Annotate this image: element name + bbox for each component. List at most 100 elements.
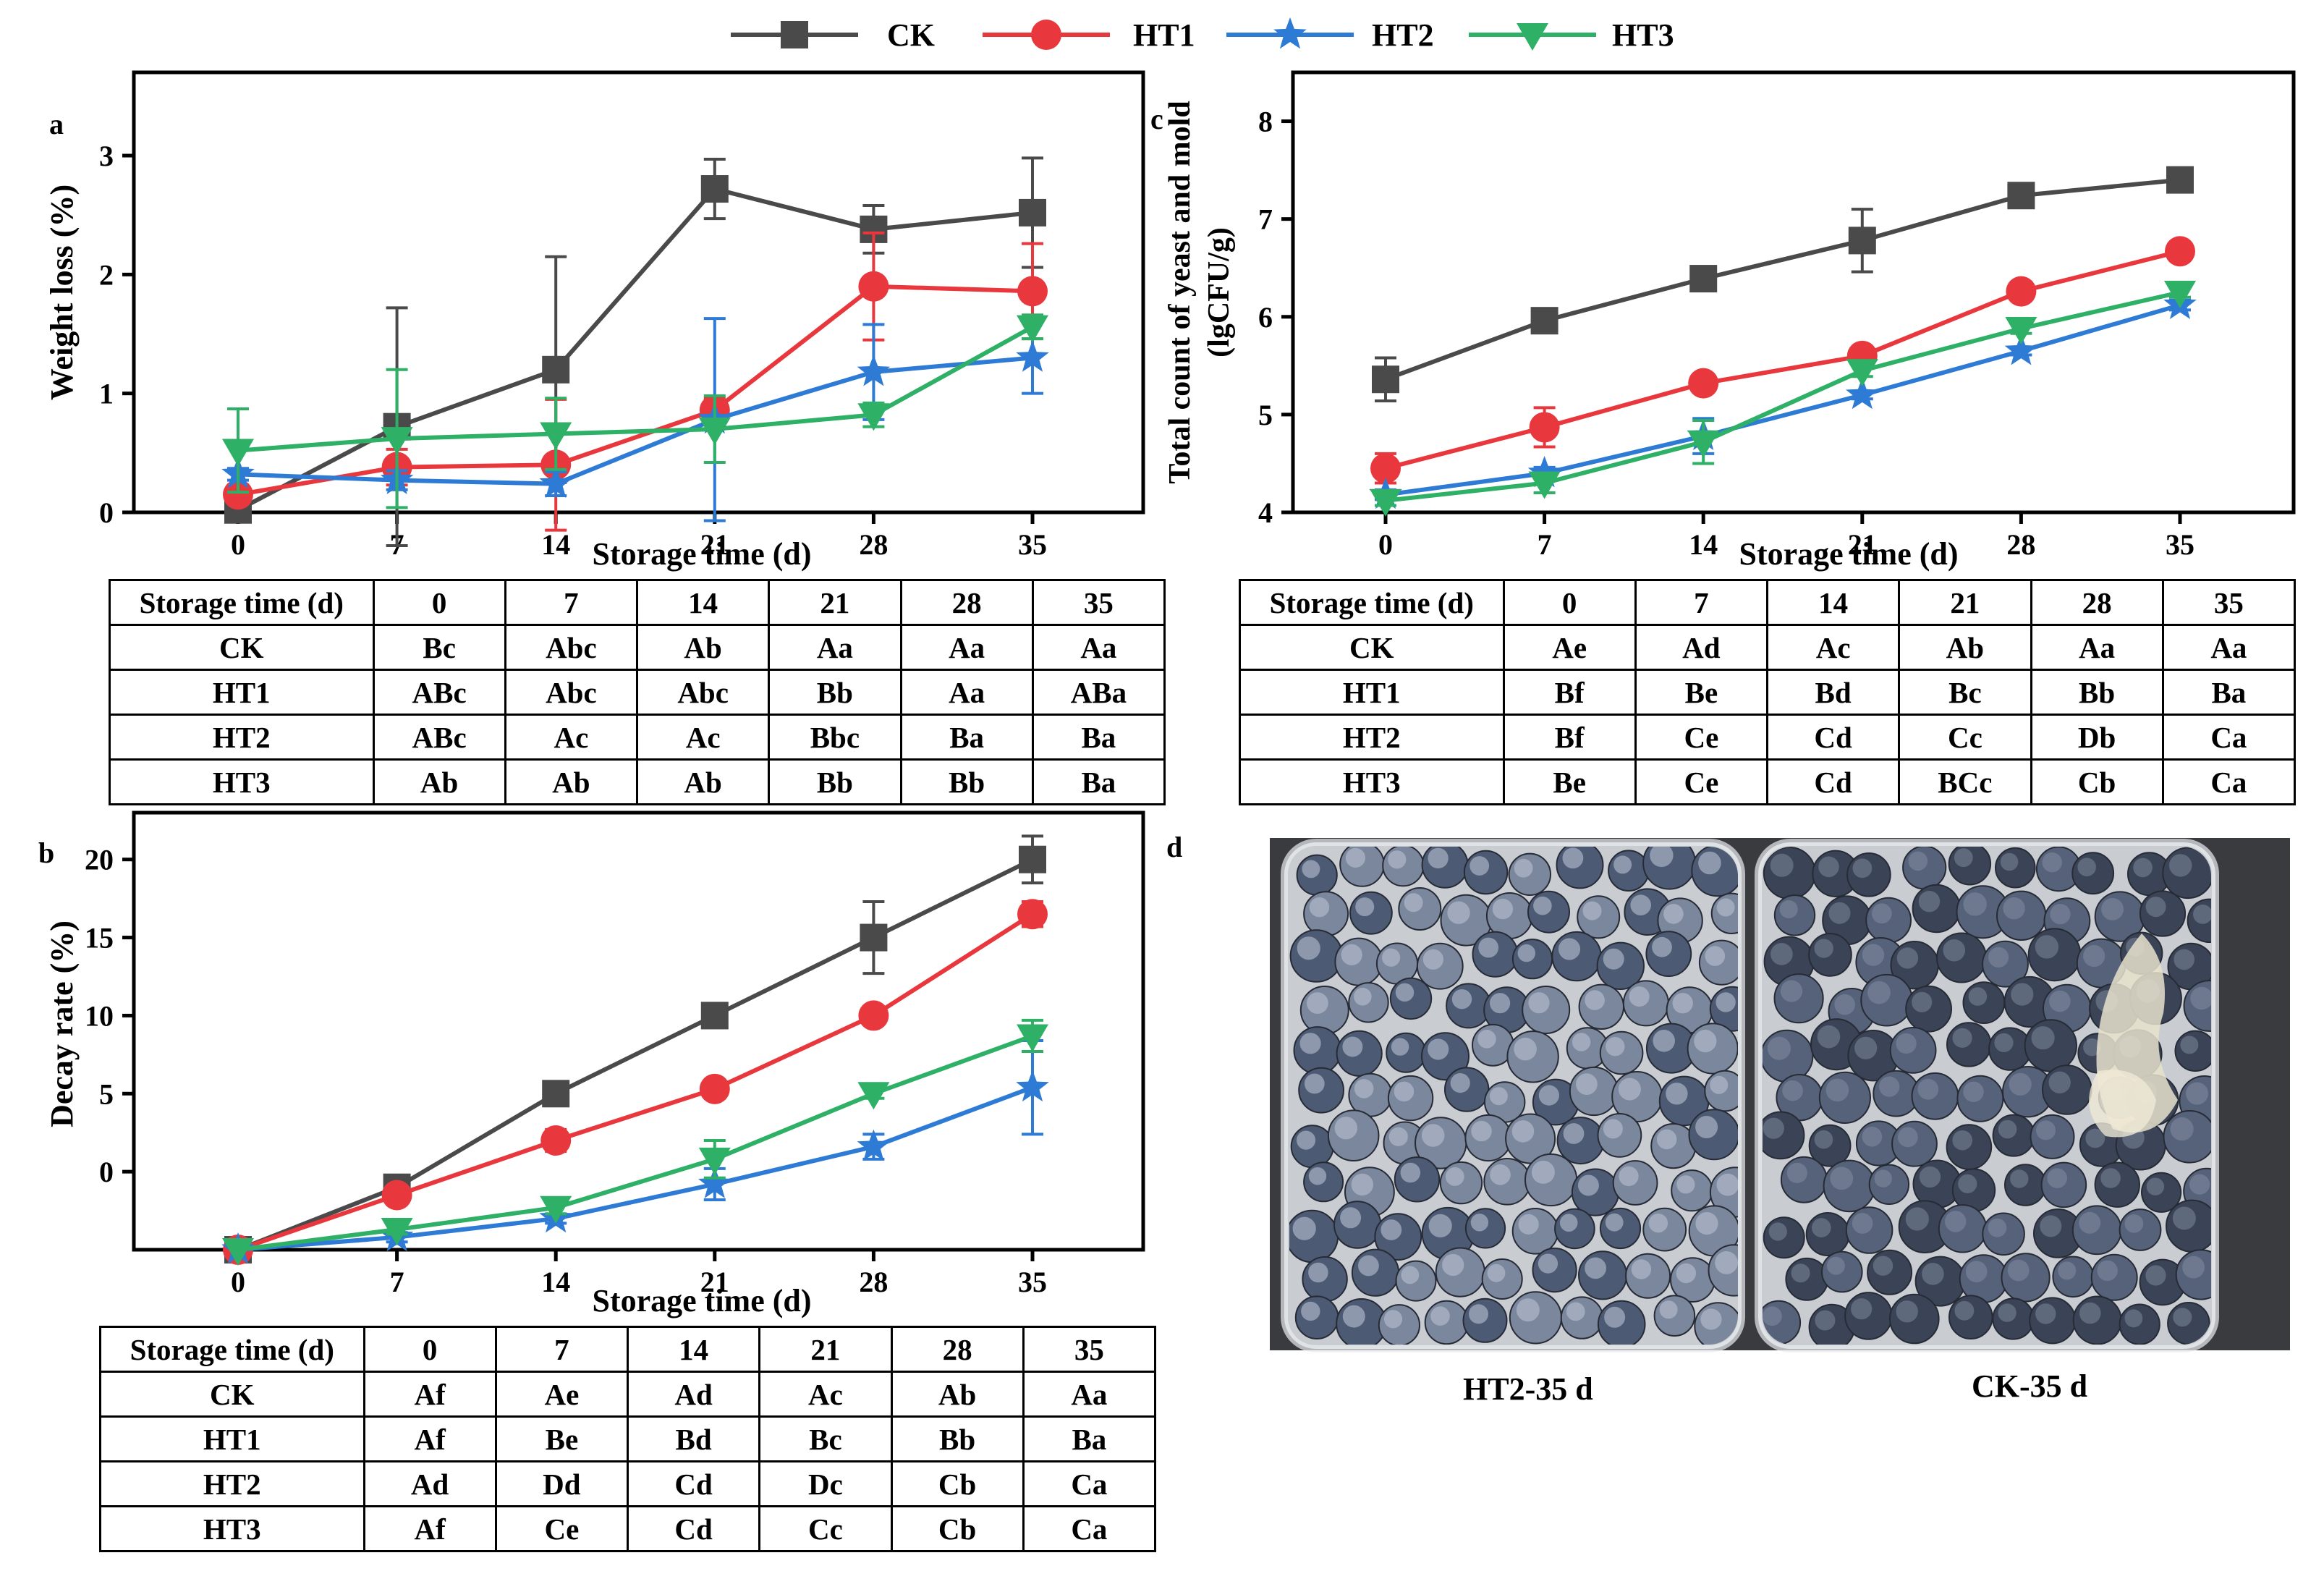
berry-bloom — [1943, 939, 1966, 962]
legend: CK HT1 HT2 HT3 — [731, 17, 1674, 53]
berry-bloom — [1577, 1174, 1599, 1196]
berry-bloom — [1779, 900, 1798, 918]
berry-bloom — [1477, 1030, 1496, 1049]
legend-label-ht2: HT2 — [1372, 17, 1434, 53]
berry-bloom — [1388, 850, 1407, 869]
series-ht1 — [223, 899, 1048, 1265]
series-ht2 — [1369, 287, 2197, 509]
berry-bloom — [2124, 1214, 2144, 1233]
data-point-ck — [700, 1002, 729, 1030]
berry-bloom — [1308, 1167, 1327, 1185]
panel-label-c: c — [1150, 103, 1163, 135]
table-cell: 7 — [504, 579, 639, 626]
table-row: HT2 Bf Ce Cd Cc Db Ca — [1239, 714, 2297, 761]
berry — [1905, 985, 1953, 1033]
berry-bloom — [2049, 990, 2071, 1012]
berry-bloom — [1954, 848, 1973, 868]
data-point-ht3 — [1370, 488, 1401, 517]
table-cell: ABa — [1031, 669, 1166, 716]
y-axis-label-units: (lgCFU/g) — [1203, 227, 1236, 357]
berry — [1889, 1293, 1940, 1345]
berry-bloom — [1817, 1025, 1841, 1049]
berry-bloom — [1694, 1030, 1717, 1053]
plot-frame-c — [1291, 70, 2296, 515]
table-cell: Aa — [2161, 624, 2297, 671]
table-cell: ABc — [372, 669, 506, 716]
berry-bloom — [1582, 901, 1602, 920]
berry-bloom — [1576, 1073, 1598, 1095]
x-tick-label: 0 — [231, 528, 245, 561]
berry-bloom — [1292, 1216, 1316, 1240]
berry-bloom — [1307, 992, 1328, 1014]
berry-bloom — [1786, 1162, 1807, 1183]
berry-bloom — [1763, 1306, 1782, 1326]
berry-bloom — [2101, 898, 2124, 920]
x-tick-label: 0 — [1378, 528, 1393, 561]
table-cell: 35 — [1031, 579, 1166, 626]
berry-bloom — [1705, 946, 1726, 966]
data-point-ht2 — [1016, 340, 1049, 372]
berry-bloom — [1354, 1079, 1374, 1098]
berry — [1846, 852, 1891, 897]
berry-bloom — [2040, 1215, 2062, 1237]
berry-bloom — [2146, 1177, 2165, 1195]
berry-bloom — [1958, 1174, 1977, 1193]
series-ht2 — [221, 317, 1049, 522]
panel-label-a: a — [49, 108, 64, 140]
table-cell: Aa — [2030, 624, 2164, 671]
berry-bloom — [2174, 949, 2194, 970]
berry — [2071, 852, 2115, 895]
berry-bloom — [1309, 897, 1330, 918]
berry-bloom — [2077, 858, 2096, 876]
berry-bloom — [1422, 949, 1443, 970]
y-axis-label: Total count of yeast and mold — [1163, 101, 1197, 483]
berry-bloom — [2010, 1169, 2029, 1188]
series-line-ht1 — [237, 912, 1034, 1252]
table-cell: Bf — [1502, 714, 1637, 761]
berry-bloom — [1716, 992, 1736, 1012]
berry-bloom — [1998, 1303, 2016, 1322]
berry-bloom — [1345, 847, 1365, 868]
table-cell: 7 — [494, 1326, 629, 1373]
table-cell: Af — [362, 1371, 497, 1418]
table-cell: Bb — [768, 669, 902, 716]
berry-bloom — [2145, 1265, 2166, 1286]
table-cell: 28 — [899, 579, 1034, 626]
series-ht1 — [1370, 236, 2195, 485]
berry-bloom — [1531, 1160, 1555, 1184]
berry-bloom — [1629, 986, 1650, 1007]
table-cell: 14 — [626, 1326, 761, 1373]
berry — [1821, 1250, 1863, 1293]
y-tick-label: 15 — [85, 922, 114, 954]
berry-bloom — [1952, 1028, 1972, 1048]
data-point-ht2 — [1846, 377, 1879, 410]
table-cell: Ae — [1502, 624, 1637, 671]
legend-marker-ht1 — [1031, 20, 1061, 50]
berry — [2175, 1249, 2211, 1300]
data-point-ck — [860, 923, 888, 952]
berry-bloom — [2145, 897, 2166, 918]
data-point-ck — [700, 175, 729, 203]
x-tick-label: 21 — [700, 1266, 729, 1298]
berry-bloom — [1908, 851, 1928, 871]
berry-bloom — [1304, 1073, 1325, 1094]
data-point-ht3 — [540, 1195, 572, 1224]
table-cell: HT3 — [1239, 758, 1505, 805]
series-line-ht1 — [237, 284, 1033, 497]
table-cell: Ca — [1022, 1505, 1157, 1552]
data-point-ht3 — [540, 422, 572, 450]
berry-bloom — [1968, 987, 1988, 1006]
panel-label-b: b — [38, 837, 54, 869]
berry-bloom — [1558, 938, 1581, 960]
berry-bloom — [1489, 1087, 1508, 1106]
table-cell: HT3 — [109, 758, 375, 805]
legend-label-ht1: HT1 — [1133, 17, 1195, 53]
berry-bloom — [1963, 892, 1987, 916]
berry-bloom — [1559, 1214, 1578, 1232]
table-panel-b: Storage time (d) 0 7 14 21 28 35 CK Af Ae Ad Ac Ab Aa… — [99, 1326, 1157, 1552]
y-tick-label: 7 — [1258, 203, 1273, 236]
table-cell: Dc — [758, 1460, 893, 1507]
berry-bloom — [1381, 1219, 1402, 1240]
data-point-ht1 — [2165, 236, 2195, 267]
